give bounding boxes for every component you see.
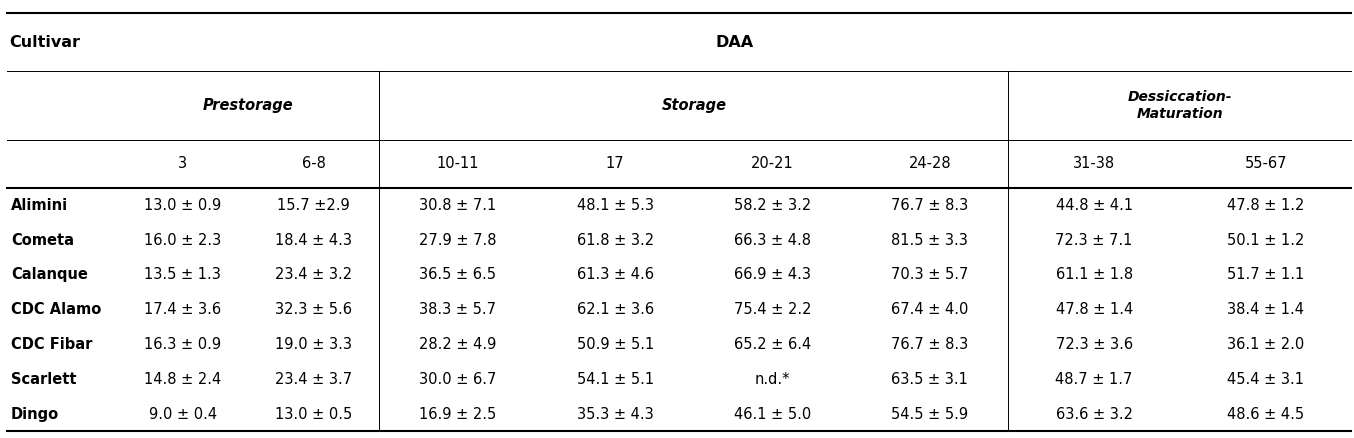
Text: 70.3 ± 5.7: 70.3 ± 5.7 [891, 268, 968, 283]
Text: 81.5 ± 3.3: 81.5 ± 3.3 [891, 233, 968, 247]
Text: 38.4 ± 1.4: 38.4 ± 1.4 [1227, 302, 1304, 317]
Text: 35.3 ± 4.3: 35.3 ± 4.3 [577, 406, 654, 421]
Text: 30.8 ± 7.1: 30.8 ± 7.1 [420, 198, 497, 213]
Text: 23.4 ± 3.2: 23.4 ± 3.2 [275, 268, 352, 283]
Text: 76.7 ± 8.3: 76.7 ± 8.3 [891, 337, 968, 352]
Text: 65.2 ± 6.4: 65.2 ± 6.4 [734, 337, 811, 352]
Text: 13.0 ± 0.5: 13.0 ± 0.5 [275, 406, 352, 421]
Text: 16.0 ± 2.3: 16.0 ± 2.3 [144, 233, 221, 247]
Text: 55-67: 55-67 [1244, 156, 1286, 171]
Text: Dingo: Dingo [11, 406, 60, 421]
Text: 17: 17 [605, 156, 624, 171]
Text: 30.0 ± 6.7: 30.0 ± 6.7 [420, 372, 497, 387]
Text: 66.3 ± 4.8: 66.3 ± 4.8 [734, 233, 811, 247]
Text: 72.3 ± 3.6: 72.3 ± 3.6 [1056, 337, 1133, 352]
Text: 9.0 ± 0.4: 9.0 ± 0.4 [149, 406, 217, 421]
Text: 63.6 ± 3.2: 63.6 ± 3.2 [1056, 406, 1133, 421]
Text: 3: 3 [177, 156, 187, 171]
Text: CDC Fibar: CDC Fibar [11, 337, 92, 352]
Text: Dessiccation-
Maturation: Dessiccation- Maturation [1128, 90, 1232, 121]
Text: CDC Alamo: CDC Alamo [11, 302, 102, 317]
Text: n.d.*: n.d.* [754, 372, 791, 387]
Text: 20-21: 20-21 [751, 156, 793, 171]
Text: 61.8 ± 3.2: 61.8 ± 3.2 [577, 233, 654, 247]
Text: 62.1 ± 3.6: 62.1 ± 3.6 [577, 302, 654, 317]
Text: 45.4 ± 3.1: 45.4 ± 3.1 [1227, 372, 1304, 387]
Text: 47.8 ± 1.4: 47.8 ± 1.4 [1056, 302, 1133, 317]
Text: 13.0 ± 0.9: 13.0 ± 0.9 [144, 198, 221, 213]
Text: 61.1 ± 1.8: 61.1 ± 1.8 [1056, 268, 1133, 283]
Text: 36.1 ± 2.0: 36.1 ± 2.0 [1227, 337, 1304, 352]
Text: 48.7 ± 1.7: 48.7 ± 1.7 [1056, 372, 1133, 387]
Text: 24-28: 24-28 [909, 156, 951, 171]
Text: 44.8 ± 4.1: 44.8 ± 4.1 [1056, 198, 1133, 213]
Text: 66.9 ± 4.3: 66.9 ± 4.3 [734, 268, 811, 283]
Text: 75.4 ± 2.2: 75.4 ± 2.2 [734, 302, 811, 317]
Text: 48.6 ± 4.5: 48.6 ± 4.5 [1227, 406, 1304, 421]
Text: Cultivar: Cultivar [9, 35, 80, 49]
Text: 58.2 ± 3.2: 58.2 ± 3.2 [734, 198, 811, 213]
Text: 63.5 ± 3.1: 63.5 ± 3.1 [891, 372, 968, 387]
Text: 54.5 ± 5.9: 54.5 ± 5.9 [891, 406, 968, 421]
Text: 10-11: 10-11 [436, 156, 479, 171]
Text: 18.4 ± 4.3: 18.4 ± 4.3 [275, 233, 352, 247]
Text: 54.1 ± 5.1: 54.1 ± 5.1 [577, 372, 654, 387]
Text: 61.3 ± 4.6: 61.3 ± 4.6 [577, 268, 654, 283]
Text: 15.7 ±2.9: 15.7 ±2.9 [278, 198, 351, 213]
Text: Cometa: Cometa [11, 233, 74, 247]
Text: 13.5 ± 1.3: 13.5 ± 1.3 [144, 268, 221, 283]
Text: 16.3 ± 0.9: 16.3 ± 0.9 [144, 337, 221, 352]
Text: 38.3 ± 5.7: 38.3 ± 5.7 [420, 302, 497, 317]
Text: 31-38: 31-38 [1074, 156, 1116, 171]
Text: 16.9 ± 2.5: 16.9 ± 2.5 [420, 406, 497, 421]
Text: 19.0 ± 3.3: 19.0 ± 3.3 [275, 337, 352, 352]
Text: Prestorage: Prestorage [203, 98, 294, 113]
Text: 36.5 ± 6.5: 36.5 ± 6.5 [420, 268, 497, 283]
Text: Calanque: Calanque [11, 268, 88, 283]
Text: Scarlett: Scarlett [11, 372, 76, 387]
Text: 48.1 ± 5.3: 48.1 ± 5.3 [577, 198, 654, 213]
Text: Alimini: Alimini [11, 198, 68, 213]
Text: 51.7 ± 1.1: 51.7 ± 1.1 [1227, 268, 1304, 283]
Text: 46.1 ± 5.0: 46.1 ± 5.0 [734, 406, 811, 421]
Text: 67.4 ± 4.0: 67.4 ± 4.0 [891, 302, 968, 317]
Text: Storage: Storage [661, 98, 726, 113]
Text: 50.1 ± 1.2: 50.1 ± 1.2 [1227, 233, 1304, 247]
Text: 50.9 ± 5.1: 50.9 ± 5.1 [577, 337, 654, 352]
Text: 47.8 ± 1.2: 47.8 ± 1.2 [1227, 198, 1304, 213]
Text: 6-8: 6-8 [302, 156, 325, 171]
Text: 28.2 ± 4.9: 28.2 ± 4.9 [420, 337, 497, 352]
Text: 17.4 ± 3.6: 17.4 ± 3.6 [144, 302, 221, 317]
Text: DAA: DAA [715, 35, 753, 49]
Text: 32.3 ± 5.6: 32.3 ± 5.6 [275, 302, 352, 317]
Text: 72.3 ± 7.1: 72.3 ± 7.1 [1056, 233, 1133, 247]
Text: 27.9 ± 7.8: 27.9 ± 7.8 [420, 233, 497, 247]
Text: 76.7 ± 8.3: 76.7 ± 8.3 [891, 198, 968, 213]
Text: 23.4 ± 3.7: 23.4 ± 3.7 [275, 372, 352, 387]
Text: 14.8 ± 2.4: 14.8 ± 2.4 [144, 372, 221, 387]
